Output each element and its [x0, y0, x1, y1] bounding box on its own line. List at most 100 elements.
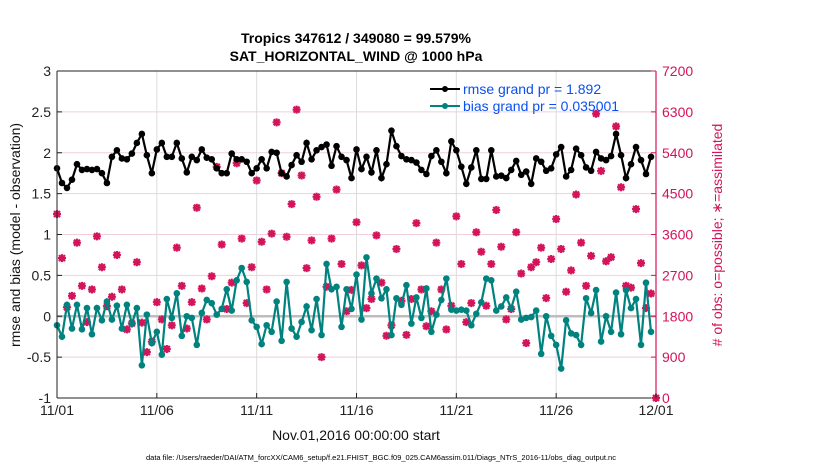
bias-point [188, 314, 196, 322]
bias-point [607, 328, 615, 336]
bias-point [497, 303, 505, 310]
obs-count-marker [517, 269, 526, 278]
obs-count-marker [272, 118, 281, 127]
rmse-point [582, 164, 590, 171]
obs-count-marker [562, 287, 571, 296]
bias-point [463, 307, 470, 314]
x-tick-label: 11/26 [539, 402, 573, 418]
rmse-point [128, 150, 136, 157]
obs-count-marker [252, 176, 261, 185]
rmse-point [163, 153, 171, 161]
y-tick-label: 1 [43, 227, 51, 243]
bias-point [223, 285, 231, 293]
bias-point [243, 278, 250, 286]
obs-count-marker [82, 318, 91, 327]
bias-point [502, 294, 510, 301]
rmse-point [143, 151, 151, 159]
rmse-point [358, 165, 365, 173]
obs-count-marker [487, 260, 496, 269]
obs-count-marker [457, 260, 466, 269]
obs-count-marker [402, 330, 411, 339]
rmse-point [238, 155, 245, 163]
bias-point [602, 312, 610, 320]
obs-count-marker [592, 109, 601, 118]
bias-point [183, 312, 191, 320]
bias-point [453, 307, 460, 314]
bias-point [133, 304, 141, 312]
bias-point [468, 321, 475, 329]
obs-count-marker [567, 266, 576, 275]
bias-point [318, 331, 325, 339]
bias-point [113, 302, 121, 309]
obs-count-marker [167, 321, 176, 330]
bias-point [218, 305, 226, 313]
bias-point [542, 312, 550, 320]
obs-count-marker [202, 315, 211, 324]
bias-point [333, 283, 340, 291]
bias-point [473, 310, 480, 318]
y-tick-label: -0.5 [27, 349, 51, 365]
bias-point [448, 306, 455, 314]
rmse-point [607, 152, 615, 160]
obs-count-marker [607, 253, 616, 262]
rmse-point [198, 146, 206, 153]
rmse-point [233, 155, 240, 163]
rmse-point [153, 146, 161, 153]
obs-count-marker [617, 183, 626, 192]
x-tick-label: 11/01 [40, 402, 74, 418]
bias-point [438, 296, 445, 304]
obs-count-marker [577, 238, 586, 247]
obs-count-marker [377, 278, 386, 287]
obs-count-marker [532, 258, 541, 267]
rmse-point [632, 143, 640, 151]
rmse-point [433, 146, 440, 154]
obs-count-marker [142, 348, 151, 357]
bias-point [537, 350, 545, 358]
obs-count-marker [297, 171, 306, 180]
y2-tick-label: 4500 [662, 186, 693, 202]
rmse-point [228, 150, 236, 157]
rmse-point [388, 127, 395, 134]
x-tick-label: 11/21 [439, 402, 473, 418]
bias-point [328, 285, 335, 293]
bias-point [193, 341, 201, 349]
legend: rmse grand pr = 1.892 bias grand pr = 0.… [430, 81, 619, 114]
obs-count-marker [417, 285, 426, 294]
rmse-point [218, 169, 226, 177]
obs-count-marker [242, 299, 251, 308]
obs-count-marker [482, 301, 491, 310]
rmse-point [527, 180, 535, 188]
legend-rmse-marker [442, 86, 448, 92]
obs-count-marker [257, 237, 266, 246]
bias-point [273, 298, 280, 305]
obs-count-marker [442, 325, 451, 334]
bias-point [492, 307, 500, 314]
bias-point [203, 296, 211, 304]
y2-tick-label: 0 [662, 390, 670, 406]
rmse-point [293, 151, 300, 159]
rmse-point [113, 146, 121, 154]
bias-point [63, 301, 71, 309]
legend-rmse-label: rmse grand pr = 1.892 [463, 81, 601, 97]
bias-point [363, 254, 370, 261]
bias-point [138, 362, 146, 369]
bias-point [263, 321, 270, 329]
bias-point [293, 333, 300, 340]
bias-point [647, 328, 655, 336]
rmse-point [453, 146, 460, 154]
obs-count-marker [392, 245, 401, 254]
rmse-point [193, 156, 201, 164]
bias-point [228, 307, 236, 314]
bias-point [617, 330, 625, 338]
rmse-point [298, 158, 305, 166]
obs-count-marker [292, 105, 301, 114]
rmse-point [188, 153, 196, 161]
rmse-point [83, 165, 91, 173]
rmse-point [273, 149, 280, 157]
rmse-point [443, 169, 450, 177]
obs-count-marker [227, 278, 236, 287]
rmse-point [173, 139, 181, 147]
obs-count-marker [177, 281, 186, 290]
bias-point [108, 316, 116, 323]
y2-tick-label: 900 [662, 349, 686, 365]
